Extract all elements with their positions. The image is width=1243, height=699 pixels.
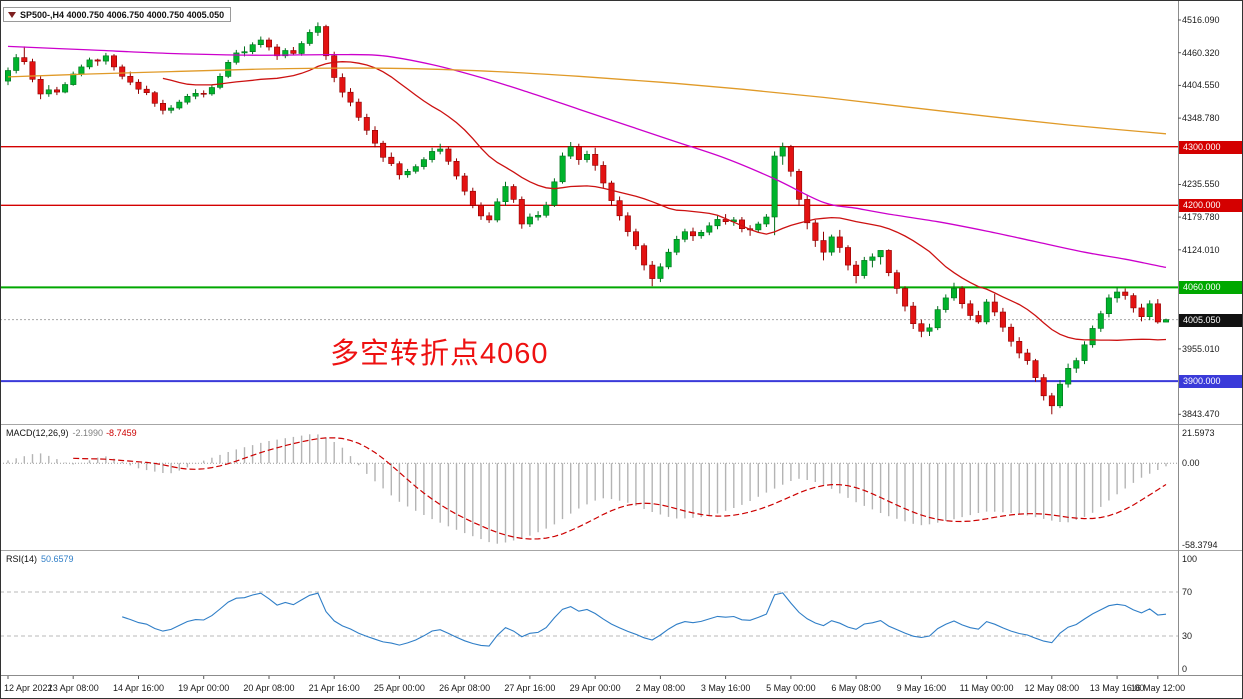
rsi-line (122, 592, 1167, 647)
slow-ma (7, 67, 1167, 135)
macd-main-value: -2.1990 (72, 428, 104, 438)
horizontal-level-lines (0, 145, 1178, 383)
chart-title: SP500-,H4 4000.750 4006.750 4000.750 400… (20, 9, 225, 20)
moving-averages (7, 45, 1167, 341)
rsi-panel (0, 591, 1178, 647)
rsi-value: 50.6579 (41, 554, 74, 564)
chart-annotation: 多空转折点4060 (330, 338, 549, 370)
rsi-indicator-label: RSI(14) 50.6579 (6, 554, 74, 564)
macd-signal-value: -8.7459 (106, 428, 137, 438)
macd-panel (0, 434, 1178, 544)
symbol-marker-icon (8, 11, 16, 18)
mid-ma (7, 45, 1167, 269)
macd-name: MACD(12,26,9) (6, 428, 69, 438)
chart-title-box: SP500-,H4 4000.750 4006.750 4000.750 400… (3, 7, 232, 22)
macd-signal-line (73, 437, 1167, 540)
macd-indicator-label: MACD(12,26,9) -2.1990 -8.7459 (6, 428, 137, 438)
fast-ma (162, 61, 1167, 341)
candlestick-series (5, 22, 1170, 415)
rsi-name: RSI(14) (6, 554, 38, 564)
